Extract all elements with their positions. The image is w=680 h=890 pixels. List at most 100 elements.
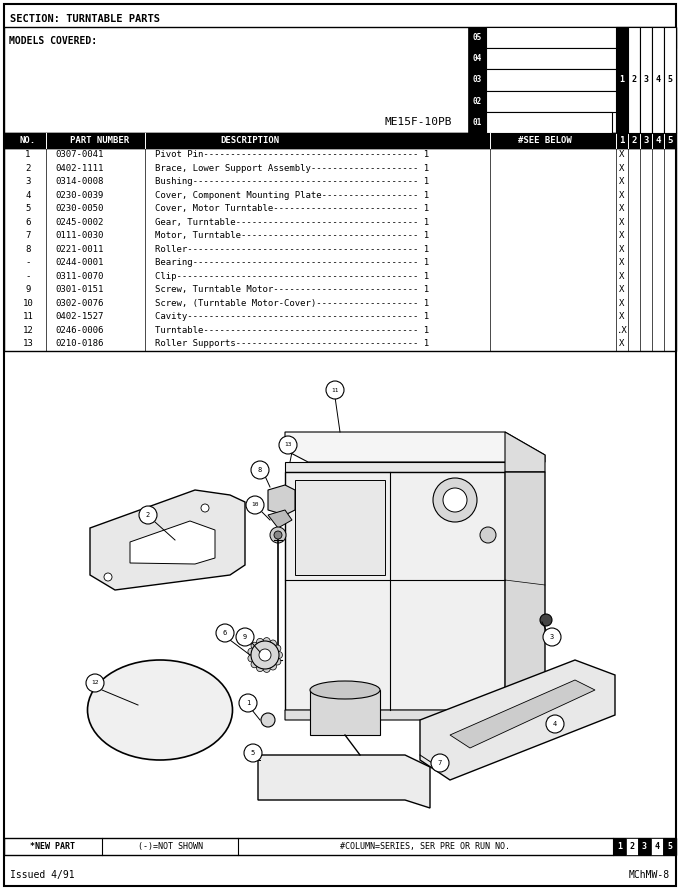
Text: Bushing------------------------------------------ 1: Bushing---------------------------------… (155, 177, 429, 186)
Text: 0402-1111: 0402-1111 (55, 164, 103, 173)
Text: 9: 9 (25, 286, 31, 295)
Text: 7: 7 (25, 231, 31, 240)
Text: X: X (619, 245, 625, 254)
Circle shape (274, 531, 282, 539)
Bar (664, 27, 676, 133)
Text: 9: 9 (243, 634, 247, 640)
Text: Cover, Component Mounting Plate------------------ 1: Cover, Component Mounting Plate---------… (155, 190, 429, 199)
Text: MChMW-8: MChMW-8 (629, 870, 670, 880)
Circle shape (251, 660, 258, 668)
Circle shape (216, 624, 234, 642)
Text: X: X (619, 271, 625, 280)
Text: NO.: NO. (20, 136, 36, 145)
Text: X: X (619, 286, 625, 295)
Text: 8: 8 (258, 467, 262, 473)
Polygon shape (258, 755, 430, 808)
Text: X: X (619, 299, 625, 308)
Bar (295, 480, 385, 575)
Text: 11: 11 (331, 387, 339, 392)
Text: 6: 6 (25, 218, 31, 227)
Bar (613, 838, 626, 855)
Text: PART NUMBER: PART NUMBER (71, 136, 130, 145)
Bar (626, 838, 639, 855)
Bar (664, 838, 676, 855)
Text: MODELS COVERED:: MODELS COVERED: (9, 36, 97, 46)
Polygon shape (285, 710, 545, 730)
Circle shape (279, 436, 297, 454)
Text: Roller------------------------------------------- 1: Roller----------------------------------… (155, 245, 429, 254)
Circle shape (259, 649, 271, 661)
Polygon shape (90, 490, 245, 590)
Text: 0246-0006: 0246-0006 (55, 326, 103, 335)
Circle shape (236, 628, 254, 646)
Text: Cavity------------------------------------------- 1: Cavity----------------------------------… (155, 312, 429, 321)
Polygon shape (505, 432, 545, 472)
Bar (486, 27, 676, 48)
Text: .X: .X (617, 326, 628, 335)
Text: 0301-0151: 0301-0151 (55, 286, 103, 295)
Text: 1: 1 (617, 842, 622, 851)
Text: 5: 5 (668, 76, 673, 85)
Circle shape (263, 637, 270, 644)
Bar (4, 133, 676, 148)
Circle shape (270, 527, 286, 543)
Polygon shape (130, 521, 215, 564)
Text: DESCRIPTION: DESCRIPTION (220, 136, 279, 145)
Circle shape (246, 496, 264, 514)
Circle shape (431, 754, 449, 772)
Text: 02: 02 (473, 97, 481, 106)
Circle shape (480, 527, 496, 543)
Polygon shape (310, 690, 380, 735)
Bar (652, 27, 664, 133)
Polygon shape (450, 680, 595, 748)
Text: 1: 1 (619, 136, 625, 145)
Text: 6: 6 (223, 630, 227, 636)
Text: 0230-0050: 0230-0050 (55, 204, 103, 214)
Text: 4: 4 (656, 136, 661, 145)
Text: X: X (619, 150, 625, 159)
Text: 3: 3 (643, 136, 649, 145)
Text: 12: 12 (91, 681, 99, 685)
Text: Roller Supports---------------------------------- 1: Roller Supports-------------------------… (155, 339, 429, 348)
Text: 1: 1 (619, 76, 624, 85)
Text: X: X (619, 177, 625, 186)
Bar (486, 48, 660, 69)
Text: 0314-0008: 0314-0008 (55, 177, 103, 186)
Text: Motor, Turntable--------------------------------- 1: Motor, Turntable------------------------… (155, 231, 429, 240)
Text: Screw, (Turntable Motor-Cover)------------------- 1: Screw, (Turntable Motor-Cover)----------… (155, 299, 429, 308)
Text: 2: 2 (632, 76, 636, 85)
Circle shape (274, 645, 281, 652)
Text: (-)=NOT SHOWN: (-)=NOT SHOWN (137, 842, 203, 851)
Polygon shape (285, 462, 505, 472)
Text: 0230-0039: 0230-0039 (55, 190, 103, 199)
Circle shape (256, 638, 264, 645)
Circle shape (433, 478, 477, 522)
Text: 8: 8 (25, 245, 31, 254)
Text: Brace, Lower Support Assembly-------------------- 1: Brace, Lower Support Assembly-----------… (155, 164, 429, 173)
Text: 5: 5 (25, 204, 31, 214)
Text: 3: 3 (550, 634, 554, 640)
Circle shape (261, 713, 275, 727)
Circle shape (248, 655, 255, 662)
Circle shape (540, 614, 552, 626)
Text: X: X (619, 164, 625, 173)
Ellipse shape (88, 660, 233, 760)
Text: Pivot Pin---------------------------------------- 1: Pivot Pin-------------------------------… (155, 150, 429, 159)
Text: 0311-0070: 0311-0070 (55, 271, 103, 280)
Bar (4, 838, 676, 855)
Text: 4: 4 (25, 190, 31, 199)
Circle shape (263, 666, 270, 673)
Circle shape (244, 744, 262, 762)
Polygon shape (285, 472, 505, 710)
Bar (4, 148, 676, 351)
Circle shape (86, 674, 104, 692)
Text: 0221-0011: 0221-0011 (55, 245, 103, 254)
Text: 12: 12 (22, 326, 33, 335)
Circle shape (275, 651, 282, 659)
Circle shape (269, 663, 277, 670)
Circle shape (326, 381, 344, 399)
Text: 11: 11 (22, 312, 33, 321)
Text: X: X (619, 258, 625, 267)
Circle shape (201, 504, 209, 512)
Text: 13: 13 (284, 442, 292, 448)
